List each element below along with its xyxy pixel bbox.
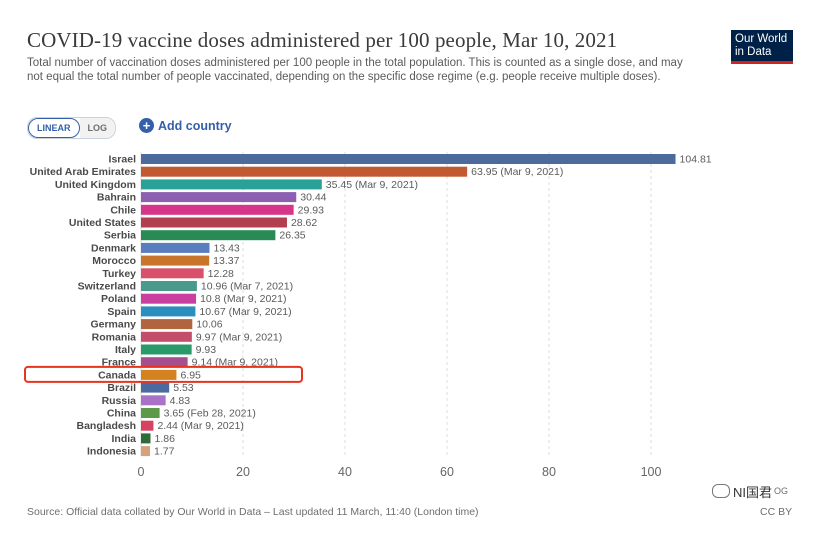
logo-line-2: in Data <box>735 46 772 58</box>
value-label: 6.95 <box>180 369 201 381</box>
bar <box>141 433 151 444</box>
value-label: 1.77 <box>154 446 175 458</box>
bar <box>141 281 197 291</box>
logo-line-1: Our World <box>735 33 788 45</box>
bar <box>141 166 468 177</box>
add-country-button[interactable]: + Add country <box>139 118 232 133</box>
value-label: 29.93 <box>298 204 324 216</box>
bar <box>141 357 188 368</box>
highlight-box <box>24 365 303 383</box>
category-label: Switzerland <box>78 281 136 293</box>
category-label: Chile <box>110 204 136 216</box>
x-tick-label: 100 <box>641 465 662 479</box>
category-label: Morocco <box>92 255 136 267</box>
x-tick-label: 0 <box>138 465 145 479</box>
bar <box>141 255 210 266</box>
bar <box>141 230 276 241</box>
watermark-text: NI国君 <box>733 484 773 500</box>
bar <box>141 192 297 203</box>
watermark-tail: OG <box>774 486 789 496</box>
category-label: United Arab Emirates <box>30 166 137 178</box>
license-link[interactable]: CC BY <box>760 506 793 518</box>
add-country-label: Add country <box>158 118 232 133</box>
bar <box>141 369 177 380</box>
category-label: India <box>111 433 136 445</box>
category-label: Turkey <box>102 268 136 280</box>
category-label: Denmark <box>91 242 136 254</box>
category-label: Russia <box>102 395 137 407</box>
category-label: Israel <box>109 154 137 166</box>
watermark: NI国君 OG <box>712 482 789 500</box>
value-label: 13.43 <box>213 242 239 254</box>
value-label: 63.95 (Mar 9, 2021) <box>471 166 563 178</box>
category-label: France <box>102 357 137 369</box>
bar <box>141 382 170 393</box>
value-label: 30.44 <box>300 192 326 204</box>
linear-scale-button[interactable]: LINEAR <box>28 118 80 138</box>
chart-subtitle: Total number of vaccination doses admini… <box>27 57 683 83</box>
category-label: Canada <box>98 369 136 381</box>
category-label: Serbia <box>104 230 136 242</box>
value-label: 26.35 <box>279 230 305 242</box>
bar <box>141 204 294 215</box>
log-scale-button[interactable]: LOG <box>79 118 115 138</box>
x-tick-label: 60 <box>440 465 454 479</box>
bar <box>141 331 192 342</box>
bar <box>141 408 160 418</box>
value-label: 5.53 <box>173 382 194 394</box>
category-label: United Kingdom <box>55 179 136 191</box>
bar <box>141 344 192 355</box>
category-label: China <box>107 408 136 420</box>
x-tick-label: 20 <box>236 465 250 479</box>
category-label: Bangladesh <box>76 420 136 432</box>
value-label: 10.67 (Mar 9, 2021) <box>199 306 291 318</box>
chart-title: COVID-19 vaccine doses administered per … <box>27 28 618 52</box>
value-label: 13.37 <box>213 255 239 267</box>
plus-icon: + <box>139 118 154 133</box>
category-label: Indonesia <box>87 446 136 458</box>
value-label: 10.8 (Mar 9, 2021) <box>200 293 286 305</box>
value-label: 1.86 <box>154 433 175 445</box>
bar <box>141 420 154 431</box>
category-label: Poland <box>101 293 136 305</box>
bar <box>141 293 197 304</box>
bar <box>141 306 196 317</box>
category-label: Brazil <box>107 382 136 394</box>
value-label: 10.06 <box>196 319 222 331</box>
x-tick-label: 80 <box>542 465 556 479</box>
category-label: United States <box>69 217 136 229</box>
value-label: 4.83 <box>170 395 191 407</box>
category-label: Germany <box>90 319 136 331</box>
bar <box>141 268 204 279</box>
value-label: 3.65 (Feb 28, 2021) <box>164 408 256 420</box>
source-note: Source: Official data collated by Our Wo… <box>27 506 479 518</box>
value-label: 9.14 (Mar 9, 2021) <box>192 357 278 369</box>
value-label: 28.62 <box>291 217 317 229</box>
category-label: Spain <box>107 306 136 318</box>
value-label: 2.44 (Mar 9, 2021) <box>157 420 243 432</box>
value-label: 104.81 <box>680 154 712 166</box>
bar <box>141 242 210 253</box>
wechat-icon <box>712 484 730 498</box>
scale-toggle: LINEAR LOG <box>27 117 116 139</box>
category-label: Bahrain <box>97 192 136 204</box>
category-label: Italy <box>115 344 136 356</box>
bar <box>141 446 151 457</box>
bar <box>141 395 166 406</box>
owid-logo[interactable]: Our World in Data <box>731 30 793 64</box>
value-label: 9.93 <box>196 344 217 356</box>
bar <box>141 217 287 228</box>
bar <box>141 179 322 190</box>
value-label: 9.97 (Mar 9, 2021) <box>196 331 282 343</box>
bar <box>141 154 676 164</box>
x-tick-label: 40 <box>338 465 352 479</box>
value-label: 10.96 (Mar 7, 2021) <box>201 281 293 293</box>
value-label: 35.45 (Mar 9, 2021) <box>326 179 418 191</box>
value-label: 12.28 <box>208 268 234 280</box>
bar <box>141 319 193 330</box>
category-label: Romania <box>92 331 137 343</box>
